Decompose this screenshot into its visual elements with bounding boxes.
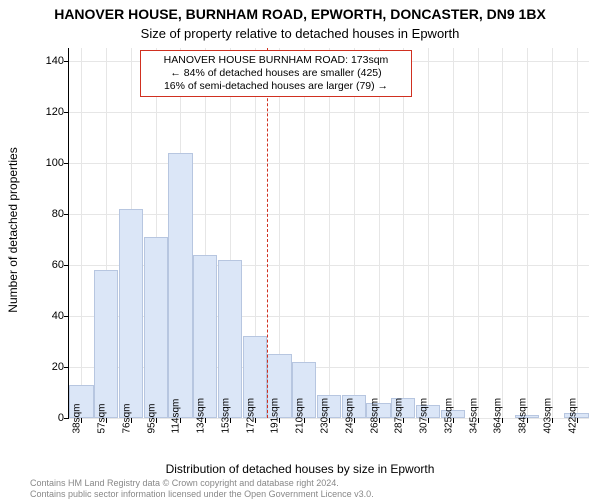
gridline-v — [527, 48, 528, 418]
x-axis-label: Distribution of detached houses by size … — [0, 462, 600, 476]
y-tick-label: 40 — [34, 310, 64, 322]
y-tick-label: 80 — [34, 208, 64, 220]
plot-area — [68, 48, 589, 419]
y-tick-mark — [64, 61, 69, 62]
gridline-v — [329, 48, 330, 418]
annotation-line-3: 16% of semi-detached houses are larger (… — [147, 80, 405, 93]
histogram-bar — [144, 237, 168, 418]
y-tick-label: 20 — [34, 361, 64, 373]
y-tick-mark — [64, 214, 69, 215]
y-tick-mark — [64, 265, 69, 266]
gridline-v — [502, 48, 503, 418]
histogram-bar — [94, 270, 118, 418]
reference-annotation: HANOVER HOUSE BURNHAM ROAD: 173sqm ← 84%… — [140, 50, 412, 97]
reference-line — [267, 48, 268, 418]
gridline-v — [552, 48, 553, 418]
gridline-v — [354, 48, 355, 418]
chart-title-main: HANOVER HOUSE, BURNHAM ROAD, EPWORTH, DO… — [0, 6, 600, 22]
annotation-line-2: ← 84% of detached houses are smaller (42… — [147, 67, 405, 80]
y-tick-mark — [64, 367, 69, 368]
y-tick-mark — [64, 418, 69, 419]
chart-title-sub: Size of property relative to detached ho… — [0, 26, 600, 41]
gridline-v — [403, 48, 404, 418]
footer-line-1: Contains HM Land Registry data © Crown c… — [30, 478, 339, 488]
footer-line-2: Contains public sector information licen… — [30, 489, 374, 499]
annotation-line-1: HANOVER HOUSE BURNHAM ROAD: 173sqm — [147, 54, 405, 67]
histogram-bar — [168, 153, 192, 418]
y-axis-label: Number of detached properties — [6, 147, 20, 312]
y-tick-label: 60 — [34, 259, 64, 271]
y-tick-mark — [64, 112, 69, 113]
y-tick-label: 100 — [34, 157, 64, 169]
y-tick-label: 0 — [34, 412, 64, 424]
histogram-bar — [119, 209, 143, 418]
histogram-bar — [218, 260, 242, 418]
gridline-v — [577, 48, 578, 418]
y-tick-mark — [64, 316, 69, 317]
gridline-v — [478, 48, 479, 418]
chart-container: HANOVER HOUSE, BURNHAM ROAD, EPWORTH, DO… — [0, 0, 600, 500]
y-tick-label: 120 — [34, 106, 64, 118]
gridline-v — [453, 48, 454, 418]
histogram-bar — [193, 255, 217, 418]
gridline-v — [81, 48, 82, 418]
gridline-v — [379, 48, 380, 418]
y-tick-label: 140 — [34, 55, 64, 67]
y-tick-mark — [64, 163, 69, 164]
gridline-v — [428, 48, 429, 418]
